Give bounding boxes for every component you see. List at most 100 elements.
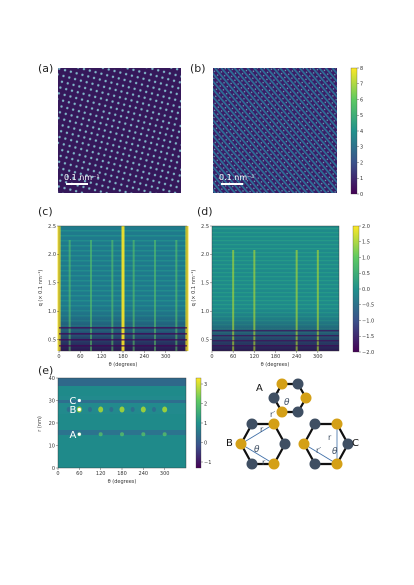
colorbar-tick-label: 1.5	[362, 240, 370, 246]
heatmap-fringe	[212, 340, 339, 342]
x-tick-label: 60	[230, 354, 236, 360]
heatmap-fringe	[212, 330, 339, 332]
heatmap-fringe	[59, 333, 187, 335]
heatmap-fringe	[212, 345, 339, 347]
heatmap-feature	[120, 432, 124, 437]
panel-d-ylabel: q (× 0.1 nm⁻¹)	[191, 270, 197, 307]
marker-c-label: C	[69, 396, 76, 407]
hexagon-a-label: A	[256, 383, 263, 394]
colorbar-tick-label: 6	[360, 97, 363, 103]
hexagon-diagram: A r θ r′ B r θ r	[226, 378, 359, 470]
x-tick-label: 180	[118, 354, 128, 360]
y-tick-label: 2.0	[201, 252, 209, 258]
colorbar-tick-label: 0.5	[362, 271, 370, 277]
panel-e-ylabel: r (nm)	[37, 416, 43, 432]
colorbar-tick-label: 1	[204, 421, 207, 427]
y-tick-label: 2.0	[48, 252, 56, 258]
x-tick-label: 300	[161, 354, 171, 360]
panel-label-b: (b)	[190, 62, 206, 75]
colorbar-tick-label: −1.5	[362, 334, 374, 340]
heatmap-feature	[132, 240, 135, 351]
marker-a-point	[77, 432, 81, 436]
y-tick-label: 2.5	[48, 224, 56, 230]
hexagon-c-theta: θ	[332, 447, 338, 457]
hexagon-c-rprime: r′	[316, 446, 321, 455]
heatmap-feature	[232, 250, 235, 351]
panel-a-image: 0.1 nm⁻¹	[58, 68, 181, 193]
colorbar-tick-label: 5	[360, 113, 363, 119]
hexagon-b-r2: r	[262, 458, 266, 467]
x-tick-label: 60	[76, 471, 82, 477]
y-tick-label: 0.5	[48, 337, 56, 343]
heatmap-feature	[90, 240, 92, 351]
atom-gold	[300, 392, 312, 404]
heatmap-feature	[66, 407, 71, 412]
hexagon-c-label: C	[352, 438, 359, 449]
hexagon-a-rprime: r′	[270, 410, 275, 419]
marker-b-point	[77, 407, 81, 412]
heatmap-peak	[121, 226, 125, 351]
x-tick-label: 240	[139, 471, 149, 477]
x-tick-label: 0	[210, 354, 213, 360]
colorbar-tick-label: 0.0	[362, 287, 370, 293]
heatmap-feature	[98, 432, 103, 437]
heatmap-feature	[162, 406, 168, 413]
y-tick-label: 2.5	[201, 224, 209, 230]
heatmap-feature	[152, 407, 156, 412]
colorbar-tick-label: 0	[360, 192, 363, 198]
colorbar-tick-label: 4	[360, 129, 363, 135]
y-tick-label: 0	[52, 466, 55, 472]
marker-a-label: A	[69, 430, 76, 441]
colorbar-tick-label: 7	[360, 82, 363, 88]
x-tick-label: 300	[160, 471, 170, 477]
y-tick-label: 0.5	[201, 337, 209, 343]
heatmap-feature	[111, 240, 114, 351]
colorbar-tick-label: −0.5	[362, 303, 374, 309]
heatmap-feature	[68, 240, 71, 351]
y-tick-label: 20	[49, 421, 55, 427]
heatmap-feature	[154, 240, 156, 351]
colorbar-tick-label: 2	[204, 401, 207, 407]
colorbar-tick-label: 3	[360, 145, 363, 151]
x-tick-label: 0	[56, 471, 59, 477]
heatmap-feature	[316, 250, 319, 351]
panel-d-heatmap: 0 60 120 180 240 300 0.5 1.0 1.5 2.0 2.5 θ (degre…	[191, 224, 340, 368]
x-tick-label: 240	[140, 354, 150, 360]
hexagon-b-theta: θ	[254, 445, 260, 455]
panel-e-heatmap: 0 60 120 180 240 300 0 10 20 30 40 CB A θ (degrees…	[37, 376, 187, 485]
heatmap-feature	[109, 407, 114, 412]
panel-e-xlabel: θ (degrees)	[108, 479, 137, 485]
hexagon-c-r: r	[328, 433, 332, 442]
hexagon-a-r: r	[276, 390, 280, 399]
colorbar-tick-label: −1.0	[362, 318, 374, 324]
x-tick-label: 120	[96, 471, 106, 477]
heatmap-feature	[119, 406, 125, 413]
panel-d-xlabel: θ (degrees)	[261, 362, 290, 368]
heatmap-feature	[98, 406, 104, 413]
hexagon-a: A r θ r′	[256, 378, 312, 419]
y-tick-label: 30	[49, 398, 55, 404]
colorbar-tick-label: 1	[360, 176, 363, 182]
heatmap-feature	[141, 432, 146, 437]
marker-c-point	[77, 398, 81, 403]
heatmap-fringe	[212, 335, 339, 337]
panel-c-ylabel: q (× 0.1 nm⁻¹)	[38, 270, 44, 307]
x-tick-label: 240	[292, 354, 302, 360]
y-tick-label: 1.0	[48, 309, 56, 315]
panel-b-scalebar-label: 0.1 nm⁻¹	[219, 173, 255, 182]
hexagon-a-theta: θ	[284, 398, 290, 408]
x-tick-label: 300	[313, 354, 323, 360]
panel-label-a: (a)	[38, 62, 54, 75]
panel-b-image: 0.1 nm⁻¹	[213, 68, 337, 193]
atom-slate	[292, 378, 304, 390]
marker-b-label: B	[69, 405, 76, 416]
heatmap-feature	[88, 407, 92, 412]
x-tick-label: 180	[117, 471, 127, 477]
panel-label-e: (e)	[38, 364, 54, 377]
colorbar-cd: 2.0 1.5 1.0 0.5 0.0 −0.5 −1.0 −1.5 −2.0	[352, 224, 374, 356]
heatmap-feature	[253, 250, 256, 351]
colorbar-tick-label: 3	[204, 382, 207, 388]
x-tick-label: 120	[97, 354, 107, 360]
colorbar-tick-label: −2.0	[362, 350, 374, 356]
